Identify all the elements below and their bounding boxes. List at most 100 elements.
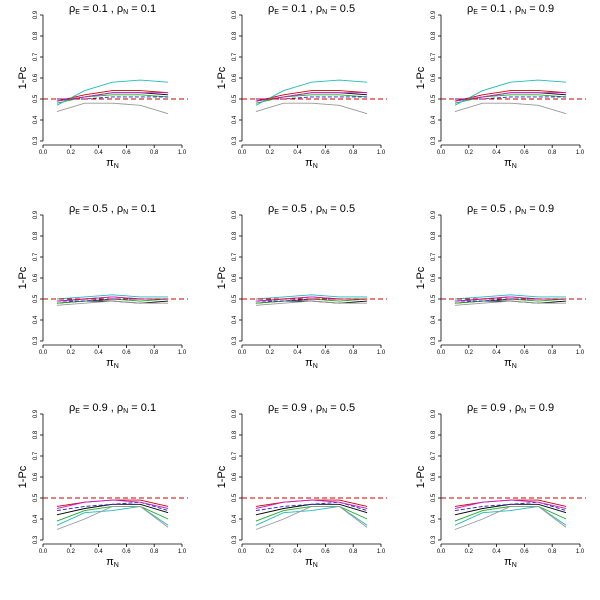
panel-title: ρE = 0.1 , ρN = 0.9 bbox=[467, 3, 554, 16]
x-tick-label: 0.2 bbox=[465, 150, 474, 156]
series-line-5 bbox=[255, 79, 368, 106]
series-line-7 bbox=[454, 300, 567, 306]
panel-7: ρE = 0.9 , ρN = 0.1 0.0 0.2 0.4 0.6 0.8 1.0 0.3… bbox=[17, 402, 188, 569]
y-tick-label: 0.6 bbox=[431, 472, 437, 481]
series-line-1 bbox=[255, 503, 368, 516]
y-tick-label: 0.8 bbox=[33, 231, 39, 240]
x-tick-label: 0.4 bbox=[492, 350, 501, 356]
y-tick-label: 0.4 bbox=[33, 514, 39, 523]
x-tick-label: 0.4 bbox=[94, 350, 103, 356]
series-line-5 bbox=[255, 294, 368, 300]
series-line-5 bbox=[56, 505, 169, 526]
y-tick-label: 0.5 bbox=[232, 94, 238, 103]
y-tick-label: 0.7 bbox=[33, 451, 39, 460]
series-line-4 bbox=[454, 501, 567, 512]
x-tick-label: 0.6 bbox=[520, 350, 529, 356]
x-tick-label: 0.0 bbox=[39, 350, 48, 356]
series-line-6 bbox=[255, 499, 368, 509]
x-axis-label: πN bbox=[305, 357, 318, 370]
series-line-2 bbox=[255, 499, 368, 507]
x-tick-label: 1.0 bbox=[576, 350, 585, 356]
x-tick-label: 0.6 bbox=[321, 350, 330, 356]
y-tick-label: 0.9 bbox=[431, 210, 437, 219]
y-tick-label: 0.5 bbox=[33, 294, 39, 303]
x-tick-label: 1.0 bbox=[576, 549, 585, 555]
x-tick-label: 0.8 bbox=[150, 150, 159, 156]
y-tick-label: 0.5 bbox=[431, 294, 437, 303]
y-tick-label: 0.7 bbox=[232, 52, 238, 61]
x-tick-label: 0.0 bbox=[238, 150, 247, 156]
series-line-7 bbox=[56, 505, 169, 530]
panel-2: ρE = 0.1 , ρN = 0.5 0.0 0.2 0.4 0.6 0.8 1.0 0.3… bbox=[216, 3, 387, 170]
x-tick-label: 0.8 bbox=[548, 150, 557, 156]
y-tick-label: 0.6 bbox=[33, 273, 39, 282]
series-line-6 bbox=[454, 499, 567, 509]
y-tick-label: 0.8 bbox=[232, 231, 238, 240]
y-tick-label: 0.3 bbox=[431, 136, 437, 145]
y-tick-label: 0.7 bbox=[33, 252, 39, 261]
panel-6: ρE = 0.5 , ρN = 0.9 0.0 0.2 0.4 0.6 0.8 1.0 0.3… bbox=[415, 203, 586, 370]
x-tick-label: 0.8 bbox=[150, 549, 159, 555]
x-tick-label: 0.2 bbox=[465, 350, 474, 356]
x-tick-label: 0.4 bbox=[94, 150, 103, 156]
y-tick-label: 0.7 bbox=[431, 52, 437, 61]
x-tick-label: 0.8 bbox=[349, 549, 358, 555]
y-tick-label: 0.7 bbox=[33, 52, 39, 61]
x-tick-label: 0.0 bbox=[39, 150, 48, 156]
y-tick-label: 0.8 bbox=[33, 430, 39, 439]
x-tick-label: 1.0 bbox=[377, 350, 386, 356]
y-tick-label: 0.3 bbox=[33, 336, 39, 345]
x-tick-label: 0.6 bbox=[122, 549, 131, 555]
y-tick-label: 0.9 bbox=[431, 10, 437, 19]
series-line-5 bbox=[454, 79, 567, 106]
y-tick-label: 0.7 bbox=[431, 252, 437, 261]
y-tick-label: 0.5 bbox=[33, 493, 39, 502]
y-tick-label: 0.6 bbox=[232, 472, 238, 481]
series-line-6 bbox=[255, 92, 368, 102]
x-tick-label: 0.8 bbox=[548, 549, 557, 555]
y-tick-label: 0.3 bbox=[33, 535, 39, 544]
x-tick-label: 0.0 bbox=[437, 350, 446, 356]
x-tick-label: 0.0 bbox=[437, 150, 446, 156]
y-tick-label: 0.9 bbox=[431, 409, 437, 418]
panel-title: ρE = 0.5 , ρN = 0.9 bbox=[467, 203, 554, 216]
panel-title: ρE = 0.5 , ρN = 0.1 bbox=[69, 203, 156, 216]
x-axis-label: πN bbox=[106, 357, 119, 370]
x-axis-label: πN bbox=[305, 556, 318, 569]
x-tick-label: 0.4 bbox=[293, 549, 302, 555]
series-line-6 bbox=[56, 499, 169, 509]
series-line-2 bbox=[454, 90, 567, 102]
panel-title: ρE = 0.1 , ρN = 0.5 bbox=[268, 3, 355, 16]
x-tick-label: 0.4 bbox=[293, 150, 302, 156]
panel-9: ρE = 0.9 , ρN = 0.9 0.0 0.2 0.4 0.6 0.8 1.0 0.3… bbox=[415, 402, 586, 569]
x-tick-label: 0.2 bbox=[266, 549, 275, 555]
panel-title: ρE = 0.9 , ρN = 0.9 bbox=[467, 402, 554, 415]
series-line-7 bbox=[454, 505, 567, 530]
x-tick-label: 0.0 bbox=[238, 350, 247, 356]
y-tick-label: 0.9 bbox=[232, 10, 238, 19]
series-line-7 bbox=[255, 505, 368, 530]
panel-title: ρE = 0.1 , ρN = 0.1 bbox=[69, 3, 156, 16]
y-axis-label: 1-Pc bbox=[415, 266, 427, 289]
panel-8: ρE = 0.9 , ρN = 0.5 0.0 0.2 0.4 0.6 0.8 1.0 0.3… bbox=[216, 402, 387, 569]
y-axis-label: 1-Pc bbox=[17, 266, 29, 289]
panel-5: ρE = 0.5 , ρN = 0.5 0.0 0.2 0.4 0.6 0.8 1.0 0.3… bbox=[216, 203, 387, 370]
y-tick-label: 0.8 bbox=[33, 31, 39, 40]
y-tick-label: 0.7 bbox=[232, 252, 238, 261]
panel-title: ρE = 0.9 , ρN = 0.1 bbox=[69, 402, 156, 415]
series-line-5 bbox=[56, 294, 169, 300]
x-tick-label: 1.0 bbox=[178, 150, 187, 156]
series-line-5 bbox=[454, 505, 567, 526]
y-tick-label: 0.8 bbox=[232, 430, 238, 439]
panel-4: ρE = 0.5 , ρN = 0.1 0.0 0.2 0.4 0.6 0.8 1.0 0.3… bbox=[17, 203, 188, 370]
x-axis-label: πN bbox=[106, 556, 119, 569]
series-line-2 bbox=[56, 90, 169, 102]
x-tick-label: 0.0 bbox=[437, 549, 446, 555]
x-tick-label: 0.8 bbox=[150, 350, 159, 356]
y-tick-label: 0.3 bbox=[431, 336, 437, 345]
series-line-1 bbox=[454, 503, 567, 516]
y-axis-label: 1-Pc bbox=[216, 66, 228, 89]
y-tick-label: 0.4 bbox=[232, 115, 238, 124]
y-tick-label: 0.3 bbox=[431, 535, 437, 544]
